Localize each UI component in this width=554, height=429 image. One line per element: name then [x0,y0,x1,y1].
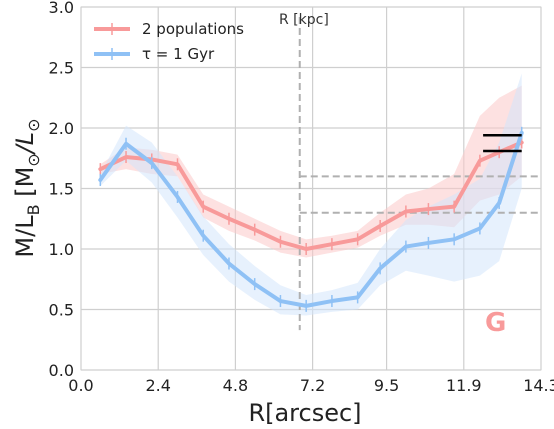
y-axis-label-main: M/L [11,215,39,258]
x-tick-label: 4.8 [223,376,248,395]
y-axis-label-bracket: [M [11,167,39,205]
legend-label-tau: τ = 1 Gyr [142,45,215,63]
x-axis-label: R[arcsec] [248,399,361,427]
x-tick-label: 0.0 [68,376,93,395]
x-tick-label: 11.9 [446,376,482,395]
x-tick-label: 2.4 [145,376,170,395]
x-tick-label: 7.2 [300,376,325,395]
tick-labels: 0.0 2.4 4.8 7.2 9.5 11.9 14.3 0.0 0.5 1.0 1.5 2.0 2.… [49,0,554,395]
x-tick-label: 9.5 [374,376,399,395]
y-axis-label-slash: /L [11,132,39,155]
vline-label: R [kpc] [279,12,329,28]
y-tick-label: 0.5 [49,301,74,320]
y-tick-label: 2.0 [49,119,74,138]
corner-letter: G [485,308,506,338]
x-tick-label: 14.3 [523,376,554,395]
reference-lines [298,17,541,331]
series-lines [98,126,524,312]
legend-label-2-populations: 2 populations [142,20,244,38]
y-tick-label: 0.0 [49,361,74,380]
series-line-1 [98,130,524,308]
legend: 2 populations τ = 1 Gyr [94,20,244,63]
y-axis-label: M/LB [M⊙/L⊙ [11,118,43,257]
y-tick-label: 3.0 [49,0,74,17]
uncertainty-bands [100,73,522,316]
uncertainty-band-1 [100,73,522,316]
y-axis-label-sub: B [24,204,43,215]
y-tick-label: 1.5 [49,180,74,199]
series-line-0 [98,140,524,251]
y-axis-label-sun1: ⊙ [24,153,43,166]
y-tick-label: 2.5 [49,59,74,78]
y-axis-label-sun2: ⊙ [24,118,43,131]
y-tick-label: 1.0 [49,240,74,259]
